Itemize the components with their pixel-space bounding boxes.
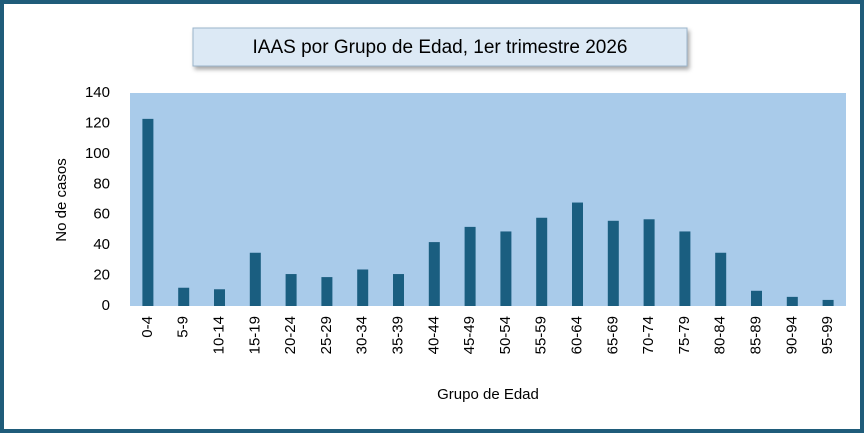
bar	[822, 299, 834, 306]
plot-area	[130, 93, 846, 306]
x-axis-title: Grupo de Edad	[437, 386, 539, 403]
x-tick-label: 40-44	[425, 316, 442, 354]
x-tick-label: 0-4	[139, 316, 156, 338]
y-tick-label: 0	[102, 297, 110, 314]
bar	[464, 226, 476, 306]
chart-title: IAAS por Grupo de Edad, 1er trimestre 20…	[253, 37, 628, 58]
bar	[357, 269, 369, 306]
x-tick-label: 80-84	[712, 316, 729, 354]
x-tick-label: 55-59	[533, 316, 550, 354]
y-tick-label: 80	[93, 175, 110, 192]
bar	[751, 290, 762, 306]
bar	[572, 202, 583, 306]
bar	[428, 242, 440, 306]
bar	[536, 217, 548, 306]
bar	[500, 231, 512, 306]
x-tick-label: 10-14	[210, 316, 227, 354]
title-box	[192, 27, 688, 67]
bar	[786, 296, 798, 306]
bar	[321, 277, 333, 306]
bar	[643, 219, 655, 306]
bar	[679, 231, 691, 306]
x-tick-label: 60-64	[568, 316, 585, 354]
y-tick-label: 40	[93, 236, 110, 253]
x-tick-label: 50-54	[497, 316, 514, 354]
y-tick-label: 100	[85, 145, 110, 162]
bar	[715, 252, 727, 306]
x-tick-label: 85-89	[747, 316, 764, 354]
y-tick-label: 60	[93, 206, 110, 223]
bar	[214, 289, 225, 306]
x-tick-label: 30-34	[354, 316, 371, 354]
x-tick-label: 75-79	[676, 316, 693, 354]
x-tick-label: 90-94	[783, 316, 800, 354]
x-tick-label: 70-74	[640, 316, 657, 354]
x-tick-label: 20-24	[282, 316, 299, 354]
bar	[607, 220, 619, 306]
y-axis-title: No de casos	[53, 158, 70, 241]
bar	[249, 252, 261, 306]
bar	[178, 287, 190, 306]
y-tick-label: 120	[85, 114, 110, 131]
x-tick-label: 45-49	[461, 316, 478, 354]
bar	[393, 274, 404, 306]
bar	[142, 118, 154, 306]
x-tick-label: 25-29	[318, 316, 335, 354]
y-tick-label: 140	[85, 84, 110, 101]
bar	[285, 274, 297, 306]
x-tick-label: 65-69	[604, 316, 621, 354]
x-tick-label: 95-99	[819, 316, 836, 354]
y-tick-label: 20	[93, 267, 110, 284]
x-tick-label: 15-19	[246, 316, 263, 354]
x-tick-label: 35-39	[389, 316, 406, 354]
x-tick-label: 5-9	[175, 316, 192, 338]
